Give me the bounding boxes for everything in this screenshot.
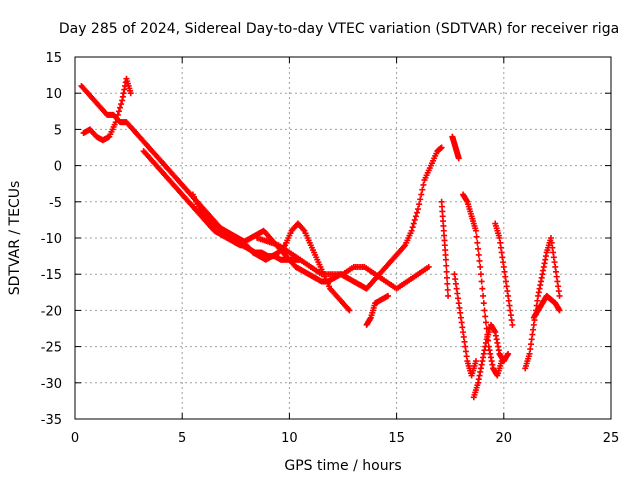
data-point [416, 201, 423, 208]
data-point [113, 115, 120, 122]
grid-layer [75, 57, 611, 419]
data-point [479, 285, 486, 292]
data-point [475, 251, 482, 258]
series-track-l [492, 220, 516, 328]
y-tick-label: 0 [54, 160, 62, 175]
data-point [425, 263, 432, 270]
series-track-e [254, 235, 432, 292]
x-tick-label: 0 [71, 431, 79, 446]
x-tick-label: 20 [496, 431, 513, 446]
data-point [117, 104, 124, 111]
y-tick-label: -30 [41, 377, 62, 392]
data-point [410, 220, 417, 227]
data-point [114, 111, 121, 118]
data-point [482, 313, 489, 320]
data-point [112, 119, 119, 126]
data-point [478, 278, 485, 285]
data-point [409, 224, 416, 231]
data-point [411, 216, 418, 223]
series-track-f [363, 292, 392, 328]
data-point [480, 292, 487, 299]
y-tick-label: -15 [41, 268, 62, 283]
data-point [472, 358, 479, 365]
data-point [442, 256, 449, 263]
data-point [474, 239, 481, 246]
data-point [556, 292, 563, 299]
y-tick-label: -20 [41, 304, 62, 319]
data-point [443, 262, 450, 269]
chart-title: Day 285 of 2024, Sidereal Day-to-day VTE… [59, 21, 619, 37]
data-point [505, 350, 512, 357]
data-point [473, 233, 480, 240]
data-point [438, 144, 445, 151]
data-point [443, 268, 450, 275]
data-point [346, 307, 353, 314]
y-axis-label: SDTVAR / TECUs [7, 181, 23, 296]
x-tick-label: 25 [603, 431, 620, 446]
data-point [455, 155, 462, 162]
series-track-m [522, 235, 563, 372]
data-point [415, 206, 422, 213]
data-point [556, 307, 563, 314]
series-track-h [449, 133, 462, 162]
series-track-i [451, 271, 479, 379]
data-point [413, 209, 420, 216]
data-layer [78, 75, 563, 401]
data-point [417, 196, 424, 203]
y-tick-label: -10 [41, 232, 62, 247]
x-tick-label: 10 [281, 431, 298, 446]
y-tick-label: 5 [54, 123, 62, 138]
y-tick-label: 15 [45, 51, 62, 66]
data-point [420, 181, 427, 188]
series-track-k [470, 321, 512, 401]
data-point [115, 108, 122, 115]
data-point [472, 227, 479, 234]
data-point [444, 286, 451, 293]
y-tick-label: 10 [45, 87, 62, 102]
series-track-b [80, 75, 134, 144]
series-track-n [530, 292, 563, 321]
y-tick-label: -5 [49, 196, 62, 211]
data-point [443, 274, 450, 281]
data-point [444, 280, 451, 287]
x-tick-label: 5 [178, 431, 186, 446]
data-point [445, 292, 452, 299]
data-point [476, 257, 483, 264]
series-track-g [438, 198, 452, 299]
x-tick-label: 15 [388, 431, 405, 446]
data-point [385, 292, 392, 299]
y-tick-label: -35 [41, 413, 62, 428]
data-point [482, 319, 489, 326]
data-point [481, 307, 488, 314]
tick-layer: 0 5 10 15 20 25 15 10 5 0 -5 -10 -15 -20 -25 -30 -35 [41, 51, 620, 446]
data-point [118, 101, 125, 108]
data-point [419, 186, 426, 193]
x-axis-label: GPS time / hours [284, 458, 401, 474]
data-point [418, 191, 425, 198]
data-point [477, 263, 484, 270]
data-point [408, 227, 415, 234]
y-tick-label: -25 [41, 341, 62, 356]
data-point [475, 245, 482, 252]
data-point [477, 271, 484, 278]
data-point [480, 300, 487, 307]
data-point [127, 90, 134, 97]
data-point [412, 213, 419, 220]
data-point [509, 321, 516, 328]
